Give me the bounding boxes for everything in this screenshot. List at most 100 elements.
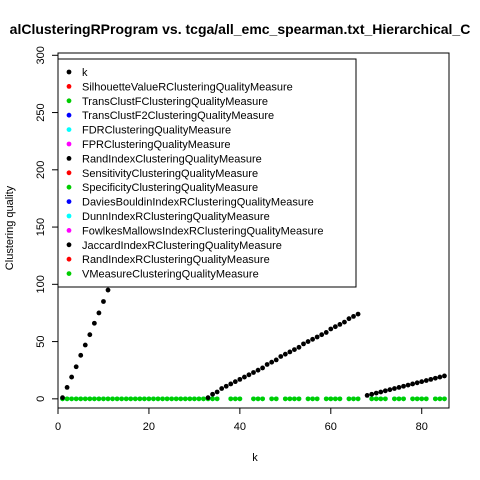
legend-marker bbox=[66, 170, 72, 176]
data-point bbox=[423, 396, 429, 402]
data-point bbox=[305, 339, 311, 344]
data-point bbox=[305, 396, 311, 402]
data-point bbox=[187, 396, 193, 402]
data-point bbox=[82, 342, 88, 348]
data-point bbox=[246, 372, 252, 378]
data-point bbox=[205, 395, 211, 401]
legend-entry: SpecificityClusteringQualityMeasure bbox=[82, 182, 258, 194]
y-tick-label: 100 bbox=[35, 275, 47, 293]
data-point bbox=[369, 391, 375, 397]
data-point bbox=[382, 388, 388, 394]
data-point bbox=[223, 383, 229, 389]
data-point bbox=[410, 381, 416, 387]
data-point bbox=[78, 396, 84, 402]
y-tick-label: 300 bbox=[35, 46, 47, 64]
x-tick-label: 60 bbox=[325, 421, 337, 433]
legend-marker bbox=[66, 228, 72, 233]
legend-marker bbox=[66, 256, 72, 262]
data-point bbox=[292, 396, 297, 402]
data-point bbox=[242, 374, 247, 380]
data-point bbox=[364, 393, 370, 398]
legend-entry: JaccardIndexRClusteringQualityMeasure bbox=[82, 240, 282, 252]
legend-marker bbox=[66, 127, 72, 132]
legend-entry: FowlkesMallowsIndexRClusteringQualityMea… bbox=[82, 225, 323, 237]
legend-marker bbox=[66, 156, 72, 161]
data-point bbox=[282, 396, 288, 402]
data-point bbox=[346, 316, 352, 322]
data-point bbox=[214, 389, 220, 395]
data-point bbox=[64, 396, 70, 402]
data-point bbox=[269, 396, 275, 402]
data-point bbox=[342, 319, 347, 325]
data-point bbox=[387, 387, 393, 393]
data-point bbox=[346, 396, 352, 402]
data-point bbox=[155, 396, 161, 402]
data-point bbox=[310, 336, 316, 342]
data-point bbox=[378, 396, 384, 402]
data-point bbox=[410, 396, 416, 402]
data-point bbox=[210, 396, 215, 402]
data-point bbox=[337, 396, 343, 402]
data-point bbox=[414, 380, 420, 386]
data-point bbox=[310, 396, 316, 402]
data-point bbox=[182, 396, 188, 402]
data-point bbox=[355, 311, 361, 317]
data-point bbox=[60, 395, 65, 401]
data-point bbox=[264, 362, 270, 367]
data-point bbox=[132, 396, 138, 402]
data-point bbox=[96, 396, 102, 402]
data-point bbox=[328, 326, 334, 332]
data-point bbox=[78, 352, 84, 358]
data-point bbox=[123, 396, 129, 402]
data-point bbox=[437, 396, 443, 402]
y-tick-label: 150 bbox=[35, 218, 47, 236]
x-tick-label: 20 bbox=[143, 421, 155, 433]
y-tick-label: 0 bbox=[35, 396, 47, 402]
data-point bbox=[396, 396, 402, 402]
data-point bbox=[119, 396, 125, 402]
data-point bbox=[237, 376, 243, 382]
x-tick-label: 40 bbox=[234, 421, 246, 433]
data-point bbox=[442, 396, 447, 402]
data-point bbox=[228, 396, 234, 402]
data-point bbox=[151, 396, 156, 402]
data-point bbox=[432, 396, 438, 402]
data-point bbox=[419, 396, 425, 402]
legend-entry: SensitivityClusteringQualityMeasure bbox=[82, 168, 258, 180]
data-point bbox=[355, 396, 361, 402]
y-axis-label: Clustering quality bbox=[4, 185, 16, 270]
data-point bbox=[423, 378, 429, 383]
y-tick-label: 50 bbox=[35, 335, 47, 347]
data-point bbox=[314, 334, 320, 340]
legend-entry: DunnIndexRClusteringQualityMeasure bbox=[82, 211, 270, 223]
data-point bbox=[332, 396, 338, 402]
legend-entry: TransClustF2ClusteringQualityMeasure bbox=[82, 110, 274, 122]
data-point bbox=[432, 375, 438, 381]
data-point bbox=[110, 396, 115, 402]
data-point bbox=[351, 396, 356, 402]
data-point bbox=[319, 332, 325, 338]
legend-entry: k bbox=[82, 67, 88, 79]
data-point bbox=[69, 374, 75, 380]
data-point bbox=[287, 396, 293, 402]
data-point bbox=[196, 396, 202, 402]
data-point bbox=[228, 381, 234, 387]
legend-entry: RandIndexClusteringQualityMeasure bbox=[82, 153, 262, 165]
data-point bbox=[105, 396, 111, 402]
data-point bbox=[96, 310, 102, 316]
data-point bbox=[401, 396, 406, 402]
data-point bbox=[314, 396, 320, 402]
data-point bbox=[369, 396, 375, 402]
legend-marker bbox=[66, 141, 72, 147]
data-point bbox=[255, 396, 261, 402]
data-point bbox=[82, 396, 88, 402]
x-tick-label: 80 bbox=[416, 421, 428, 433]
data-point bbox=[178, 396, 184, 402]
data-point bbox=[401, 383, 406, 389]
data-point bbox=[282, 351, 288, 357]
data-point bbox=[273, 357, 279, 363]
data-point bbox=[396, 384, 402, 390]
data-point bbox=[214, 396, 220, 402]
legend-entry: FDRClusteringQualityMeasure bbox=[82, 125, 231, 137]
data-point bbox=[323, 330, 329, 335]
